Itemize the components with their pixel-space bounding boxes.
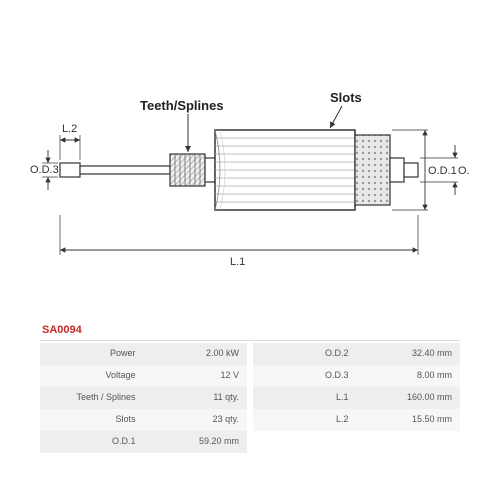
spec-row: O.D.232.40 mm — [253, 343, 460, 365]
specs-left-column: Power2.00 kW Voltage12 V Teeth / Splines… — [40, 343, 247, 453]
dim-od1: O.D.1 — [428, 165, 457, 177]
specs-right-column: O.D.232.40 mm O.D.38.00 mm L.1160.00 mm … — [253, 343, 460, 453]
teeth-callout-label: Teeth/Splines — [140, 98, 224, 113]
dim-l1: L.1 — [230, 256, 245, 268]
slots-callout-label: Slots — [330, 90, 362, 105]
armature-diagram: Teeth/Splines Slots L.2 O.D.3 L.1 O.D.1 … — [30, 30, 470, 310]
dim-od2: O.D.2 — [458, 165, 470, 177]
dim-od3: O.D.3 — [30, 164, 59, 176]
spec-row: Slots23 qty. — [40, 409, 247, 431]
armature-body — [215, 130, 355, 210]
spec-row: Power2.00 kW — [40, 343, 247, 365]
spec-row: O.D.38.00 mm — [253, 365, 460, 387]
spec-row: O.D.159.20 mm — [40, 431, 247, 453]
spec-row: Voltage12 V — [40, 365, 247, 387]
spec-row: L.215.50 mm — [253, 409, 460, 431]
specs-table: SA0094 Power2.00 kW Voltage12 V Teeth / … — [40, 320, 460, 453]
dim-l2: L.2 — [62, 123, 77, 135]
part-number: SA0094 — [40, 320, 460, 341]
spec-row: Teeth / Splines11 qty. — [40, 387, 247, 409]
teeth-splines — [170, 154, 205, 186]
spec-row: L.1160.00 mm — [253, 387, 460, 409]
